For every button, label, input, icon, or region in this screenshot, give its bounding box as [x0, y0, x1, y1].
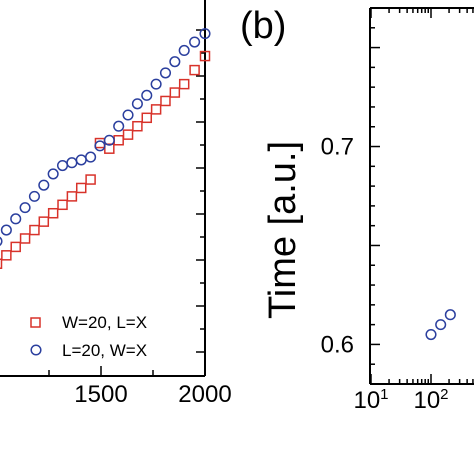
data-point-circle — [0, 224, 12, 236]
y-axis-label: Time [a.u.] — [262, 141, 304, 319]
legend-marker-series-b — [30, 344, 42, 356]
data-point-square — [160, 95, 171, 107]
data-point-circle — [444, 309, 456, 321]
data-point-square — [189, 64, 200, 76]
data-point-square — [169, 87, 181, 98]
x-tick-label: 101 — [353, 386, 388, 414]
data-point-circle — [0, 236, 3, 246]
data-point-circle — [94, 140, 106, 152]
data-point-square — [141, 112, 153, 124]
data-point-square — [199, 50, 211, 62]
data-point-square — [66, 191, 78, 202]
panel-b: (b) Time [a.u.] 0.6 0.7 101 102 — [240, 5, 474, 414]
data-point-circle — [19, 202, 31, 214]
legend-label-series-a: W=20, L=X — [62, 313, 147, 332]
data-point-circle — [131, 98, 143, 110]
data-point-circle — [103, 134, 115, 146]
data-point-circle — [435, 319, 447, 331]
legend-marker-series-a — [30, 317, 41, 328]
data-point-square — [10, 241, 21, 253]
data-point-square — [57, 199, 68, 211]
panel-b-tick-labels: 0.6 0.7 101 102 — [321, 134, 449, 414]
data-point-circle — [141, 89, 153, 101]
panel-b-ticks — [370, 7, 474, 385]
data-point-circle — [159, 67, 172, 79]
data-point-circle — [56, 159, 69, 172]
data-point-square — [1, 250, 12, 261]
data-point-circle — [178, 44, 190, 57]
panel-a-legend: W=20, L=X L=20, W=X — [30, 313, 147, 360]
data-point-square — [75, 182, 87, 194]
data-point-square — [113, 135, 124, 146]
data-point-circle — [169, 56, 181, 68]
data-point-circle — [150, 78, 162, 90]
data-point-circle — [66, 157, 78, 169]
data-point-square — [178, 78, 190, 90]
data-point-circle — [425, 328, 437, 341]
panel-a-ticks — [48, 29, 206, 376]
data-point-square — [29, 224, 40, 236]
data-point-circle — [85, 151, 97, 163]
data-point-square — [85, 174, 96, 185]
panel-a: 1500 2000 W=20, L=X L=20, W=X — [0, 0, 232, 408]
legend-label-series-b: L=20, W=X — [62, 341, 147, 360]
data-point-square — [150, 104, 162, 115]
panel-a-points — [0, 28, 211, 269]
data-point-square — [47, 207, 59, 219]
data-point-square — [132, 120, 143, 132]
data-point-circle — [189, 36, 201, 48]
data-point-circle — [199, 28, 211, 40]
y-tick-label: 0.7 — [321, 134, 354, 161]
data-point-square — [122, 129, 134, 140]
data-point-circle — [122, 109, 134, 121]
data-point-circle — [75, 154, 87, 166]
data-point-square — [38, 216, 50, 227]
x-tick-label: 1500 — [74, 381, 127, 408]
panel-label-b: (b) — [240, 5, 286, 47]
data-point-square — [104, 143, 115, 154]
data-point-circle — [47, 168, 59, 180]
data-point-square — [0, 258, 3, 269]
data-point-circle — [28, 190, 40, 202]
y-tick-label: 0.6 — [321, 331, 354, 358]
data-point-circle — [113, 120, 125, 132]
x-tick-label: 2000 — [178, 381, 231, 408]
x-tick-label: 102 — [413, 386, 448, 414]
data-point-square — [19, 233, 31, 244]
data-point-circle — [38, 179, 50, 191]
panel-b-points — [425, 309, 456, 341]
data-point-circle — [10, 213, 22, 225]
panel-a-tick-labels: 1500 2000 — [74, 381, 231, 408]
